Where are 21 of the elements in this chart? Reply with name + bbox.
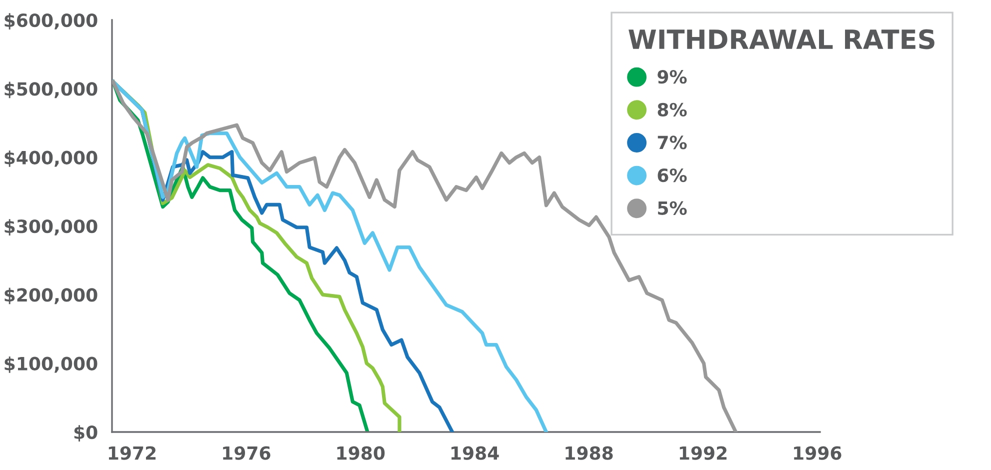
y-tick-label: $500,000 bbox=[4, 82, 98, 98]
y-tick-label: $600,000 bbox=[4, 13, 98, 30]
x-tick-label: 1976 bbox=[223, 446, 270, 460]
y-tick-label: $300,000 bbox=[4, 219, 98, 236]
x-tick-label: 1980 bbox=[337, 446, 385, 460]
x-tick-label: 1972 bbox=[108, 446, 156, 460]
legend-label: 9% bbox=[658, 70, 687, 84]
legend-title: WITHDRAWAL RATES bbox=[628, 29, 934, 50]
x-tick-label: 1992 bbox=[680, 446, 727, 460]
y-tick-label: $0 bbox=[74, 425, 98, 442]
y-tick-label: $400,000 bbox=[4, 150, 98, 167]
x-tick-label: 1988 bbox=[566, 446, 613, 460]
legend-label: 5% bbox=[658, 201, 687, 215]
x-tick-label: 1996 bbox=[794, 446, 842, 460]
line-series bbox=[112, 80, 548, 432]
x-tick-label: 1984 bbox=[451, 446, 499, 460]
y-tick-label: $200,000 bbox=[4, 288, 98, 304]
y-tick-label: $100,000 bbox=[4, 356, 98, 373]
legend-label: 6% bbox=[658, 168, 687, 182]
legend-label: 7% bbox=[658, 136, 687, 150]
legend-label: 8% bbox=[658, 102, 687, 116]
